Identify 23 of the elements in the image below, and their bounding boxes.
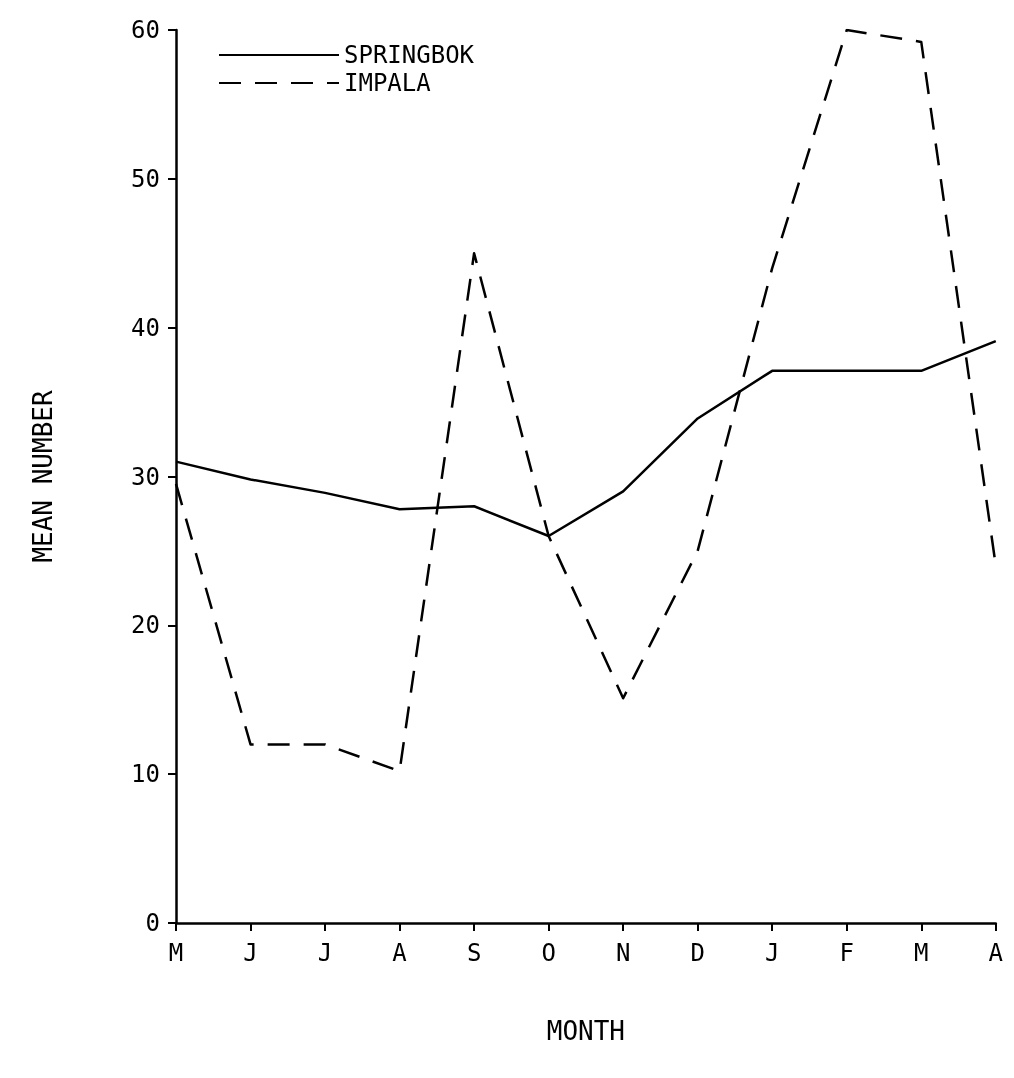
x-tick-label: J xyxy=(317,939,333,967)
y-tick-label: 0 xyxy=(145,909,160,937)
x-axis-title: MONTH xyxy=(546,1016,626,1046)
x-tick-label: A xyxy=(988,939,1004,967)
x-tick-label: A xyxy=(392,939,408,967)
x-tick-label: J xyxy=(764,939,780,967)
x-tick-label: N xyxy=(615,939,631,967)
x-tick-label: D xyxy=(690,939,705,967)
x-tick-label: M xyxy=(914,939,929,967)
x-tick-label: J xyxy=(243,939,258,967)
y-tick-label: 50 xyxy=(131,164,160,193)
legend-label: IMPALA xyxy=(344,69,432,97)
y-tick-label: 20 xyxy=(131,611,160,640)
x-tick-label: M xyxy=(168,939,184,967)
y-tick-label: 10 xyxy=(131,760,160,789)
y-tick-label: 30 xyxy=(131,462,160,491)
legend-label: SPRINGBOK xyxy=(344,41,475,69)
x-tick-label: S xyxy=(466,939,482,967)
x-tick-label: F xyxy=(839,939,854,967)
y-tick-label: 40 xyxy=(131,313,160,342)
y-axis-title: MEAN NUMBER xyxy=(28,390,58,563)
y-tick-label: 60 xyxy=(131,16,160,44)
x-tick-label: O xyxy=(541,939,556,967)
